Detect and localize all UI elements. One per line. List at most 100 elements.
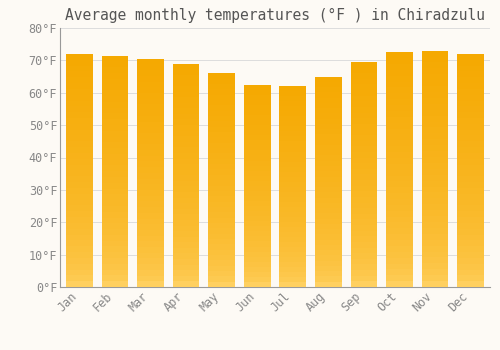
Bar bbox=[457, 182, 484, 188]
Bar bbox=[244, 226, 270, 231]
Bar bbox=[422, 163, 448, 169]
Bar bbox=[173, 86, 200, 92]
Bar bbox=[138, 127, 164, 133]
Bar bbox=[66, 281, 93, 287]
Bar bbox=[173, 114, 200, 119]
Bar bbox=[350, 225, 377, 231]
Bar bbox=[102, 206, 128, 212]
Bar bbox=[386, 187, 412, 193]
Bar bbox=[350, 163, 377, 169]
Bar bbox=[422, 216, 448, 222]
Bar bbox=[457, 199, 484, 205]
Bar bbox=[138, 161, 164, 167]
Bar bbox=[350, 124, 377, 130]
Bar bbox=[350, 84, 377, 90]
Bar bbox=[280, 267, 306, 272]
Bar bbox=[350, 169, 377, 175]
Bar bbox=[173, 225, 200, 231]
Bar bbox=[386, 140, 412, 146]
Bar bbox=[102, 96, 128, 102]
Bar bbox=[386, 228, 412, 234]
Bar bbox=[280, 282, 306, 287]
Bar bbox=[102, 212, 128, 218]
Bar bbox=[280, 192, 306, 197]
Bar bbox=[315, 77, 342, 82]
Bar bbox=[315, 119, 342, 124]
Bar bbox=[386, 234, 412, 240]
Bar bbox=[280, 197, 306, 202]
Bar bbox=[350, 107, 377, 113]
Bar bbox=[66, 130, 93, 135]
Bar bbox=[386, 211, 412, 217]
Bar bbox=[208, 143, 235, 148]
Bar bbox=[66, 194, 93, 199]
Bar bbox=[350, 259, 377, 265]
Bar bbox=[315, 87, 342, 92]
Bar bbox=[386, 181, 412, 187]
Bar bbox=[280, 156, 306, 162]
Bar bbox=[386, 240, 412, 246]
Bar bbox=[350, 130, 377, 135]
Bar bbox=[386, 117, 412, 123]
Bar bbox=[315, 282, 342, 287]
Bar bbox=[66, 135, 93, 141]
Bar bbox=[280, 106, 306, 111]
Bar bbox=[280, 111, 306, 117]
Bar bbox=[315, 134, 342, 140]
Bar bbox=[457, 147, 484, 153]
Bar bbox=[102, 107, 128, 113]
Bar bbox=[208, 239, 235, 244]
Bar bbox=[173, 142, 200, 147]
Bar bbox=[350, 96, 377, 101]
Bar bbox=[350, 281, 377, 287]
Bar bbox=[280, 227, 306, 232]
Bar bbox=[244, 206, 270, 211]
Bar bbox=[102, 183, 128, 189]
Bar bbox=[315, 108, 342, 113]
Bar bbox=[102, 142, 128, 148]
Bar bbox=[66, 182, 93, 188]
Bar bbox=[315, 224, 342, 229]
Bar bbox=[422, 51, 448, 57]
Bar bbox=[280, 212, 306, 217]
Bar bbox=[138, 59, 164, 287]
Bar bbox=[173, 80, 200, 86]
Bar bbox=[386, 82, 412, 88]
Bar bbox=[244, 105, 270, 110]
Bar bbox=[422, 275, 448, 281]
Bar bbox=[457, 217, 484, 223]
Bar bbox=[457, 54, 484, 287]
Bar bbox=[422, 175, 448, 181]
Bar bbox=[422, 145, 448, 151]
Bar bbox=[350, 208, 377, 214]
Bar bbox=[315, 145, 342, 150]
Bar bbox=[315, 82, 342, 87]
Bar bbox=[386, 258, 412, 264]
Bar bbox=[66, 118, 93, 124]
Bar bbox=[244, 246, 270, 252]
Bar bbox=[350, 236, 377, 242]
Bar bbox=[422, 133, 448, 139]
Bar bbox=[315, 271, 342, 276]
Bar bbox=[244, 110, 270, 115]
Bar bbox=[422, 104, 448, 110]
Bar bbox=[102, 79, 128, 84]
Bar bbox=[208, 207, 235, 212]
Bar bbox=[457, 95, 484, 100]
Bar bbox=[244, 236, 270, 242]
Bar bbox=[208, 175, 235, 180]
Bar bbox=[350, 219, 377, 225]
Bar bbox=[386, 128, 412, 134]
Bar bbox=[422, 193, 448, 198]
Bar bbox=[280, 207, 306, 212]
Bar bbox=[244, 135, 270, 140]
Bar bbox=[138, 236, 164, 241]
Bar bbox=[386, 199, 412, 205]
Bar bbox=[457, 275, 484, 281]
Bar bbox=[66, 170, 93, 176]
Bar bbox=[208, 212, 235, 218]
Bar bbox=[138, 247, 164, 253]
Bar bbox=[244, 282, 270, 287]
Bar bbox=[315, 234, 342, 240]
Bar bbox=[244, 262, 270, 267]
